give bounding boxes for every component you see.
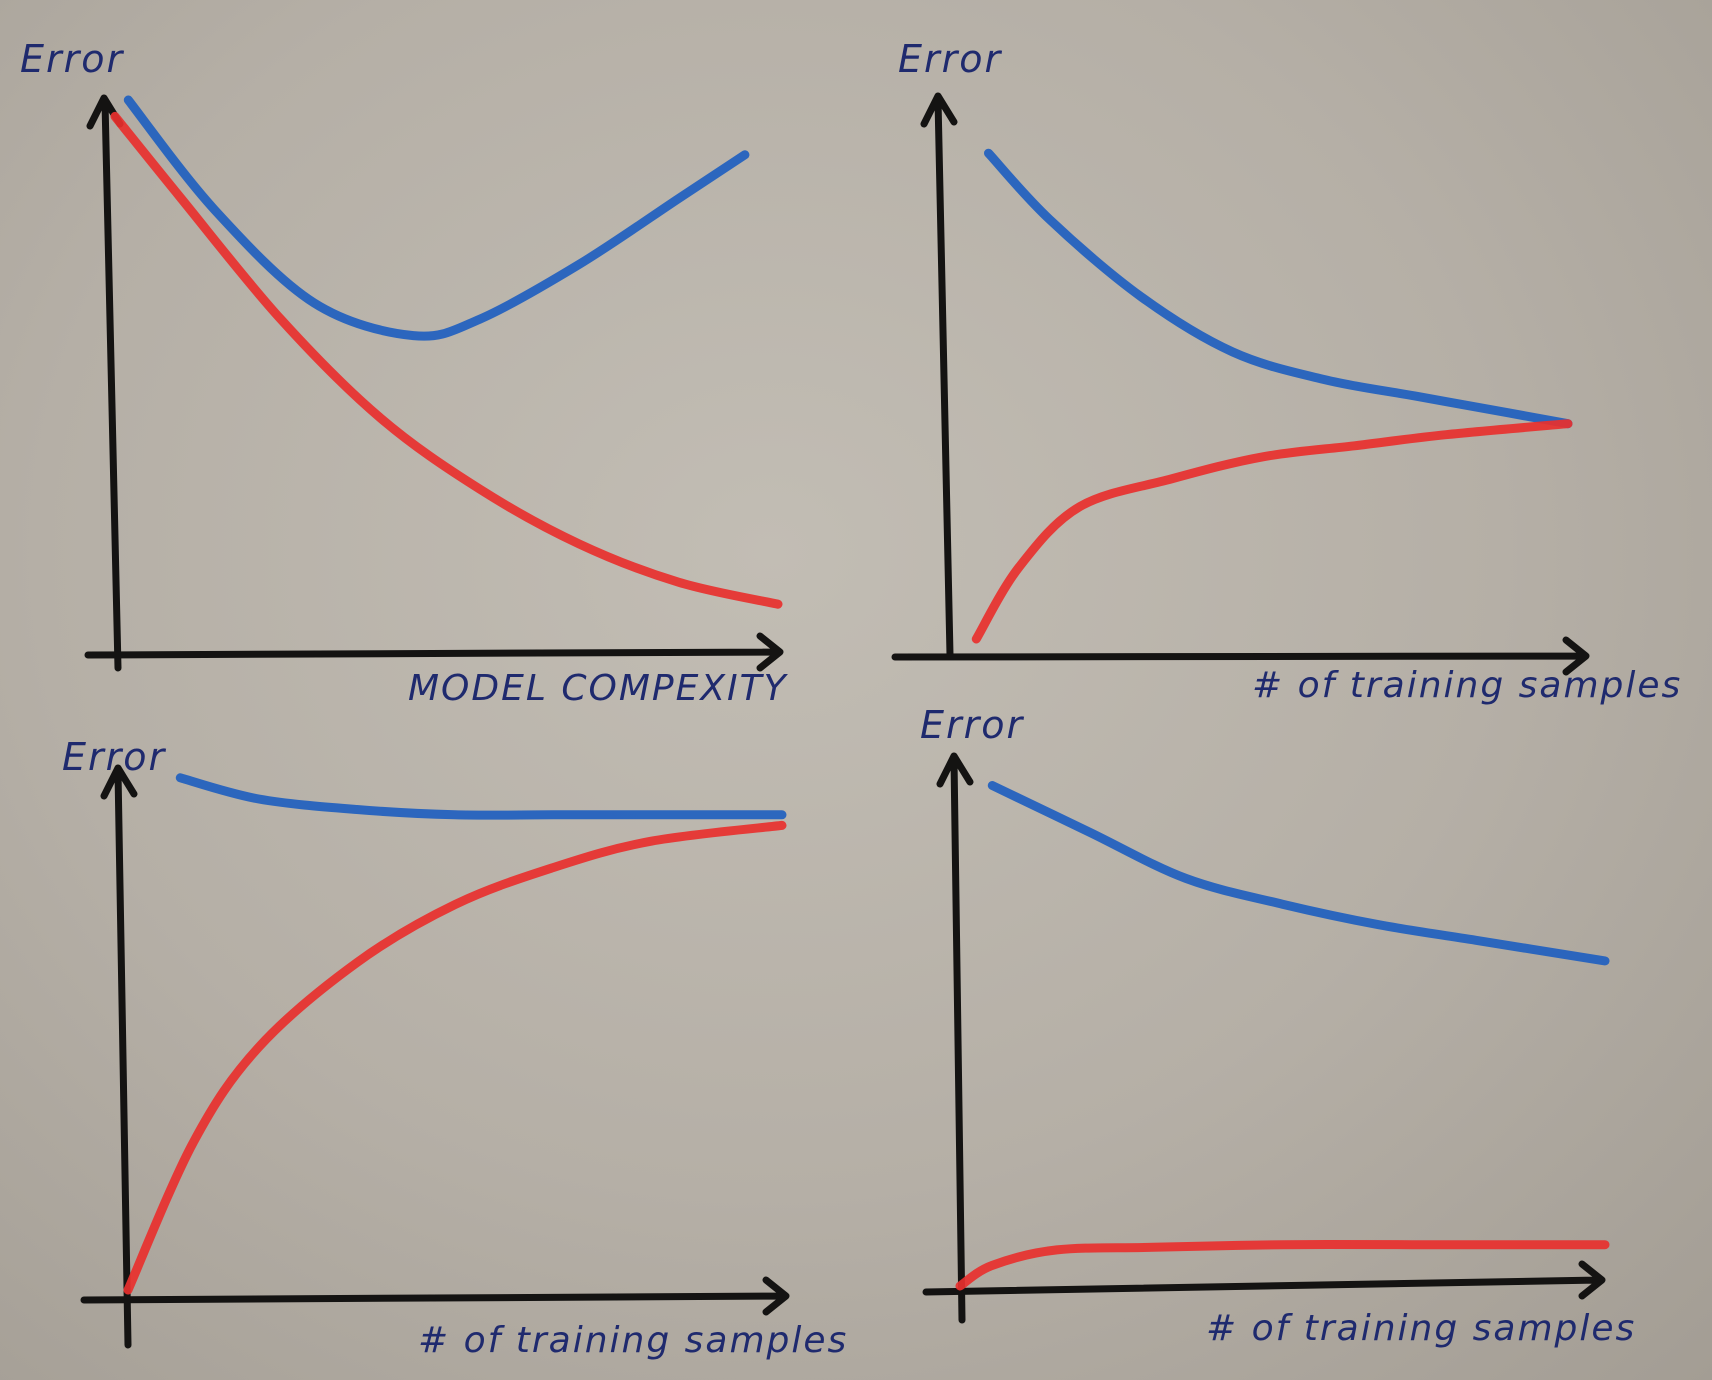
y-axis-4 [936, 752, 974, 1324]
panel-training-samples-high-variance: Error # of training samples [920, 703, 1636, 1349]
red-curve-2 [971, 419, 1573, 644]
blue-curve-2 [984, 148, 1573, 429]
red-curve-3 [123, 820, 787, 1295]
blue-curve-3 [175, 773, 787, 820]
red-curve-1 [110, 111, 783, 609]
y-axis-2 [920, 92, 958, 659]
series-group-2 [971, 148, 1573, 644]
y-axis-label-3: Error [62, 735, 167, 779]
x-axis-1 [84, 632, 784, 672]
y-axis-1 [86, 94, 124, 672]
panel-training-samples-converging: Error # of training samples [891, 37, 1682, 706]
red-curve-4 [955, 1240, 1610, 1291]
x-axis-label-4: # of training samples [1206, 1308, 1636, 1349]
series-group-1 [110, 95, 783, 609]
x-axis-4 [922, 1260, 1606, 1300]
y-axis-label-2: Error [898, 37, 1003, 81]
x-axis-2 [891, 636, 1590, 676]
blue-curve-1 [123, 95, 750, 341]
y-axis-label-1: Error [20, 37, 125, 81]
x-axis-3 [80, 1276, 790, 1316]
blue-curve-4 [987, 781, 1610, 966]
y-axis-label-4: Error [920, 703, 1025, 747]
panel-training-samples-high-bias: Error # of training samples [62, 735, 848, 1361]
y-axis-3 [100, 764, 138, 1349]
series-group-3 [123, 773, 787, 1295]
x-axis-label-1: MODEL COMPEXITY [408, 668, 789, 709]
panel-model-complexity: Error MODEL COMPEXITY [20, 37, 789, 709]
x-axis-label-3: # of training samples [418, 1320, 848, 1361]
x-axis-label-2: # of training samples [1252, 665, 1682, 706]
series-group-4 [955, 781, 1610, 1291]
